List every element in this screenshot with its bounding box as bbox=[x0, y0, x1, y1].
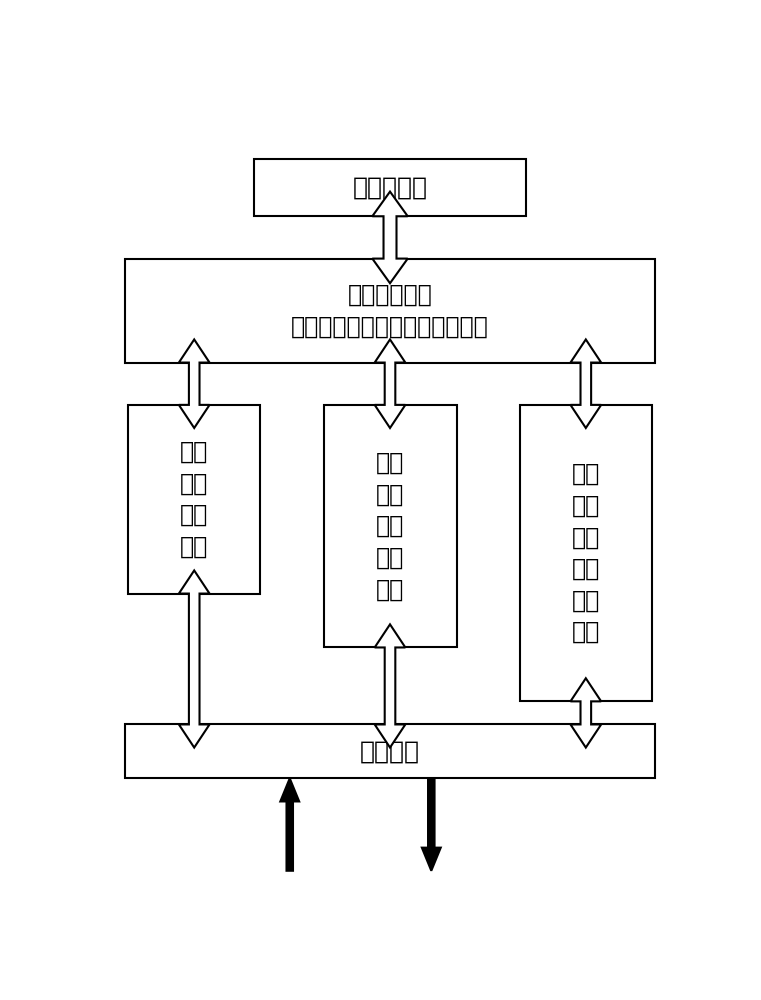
Bar bbox=[520, 405, 652, 701]
Text: 带电
频率
响应
测试
模块: 带电 频率 响应 测试 模块 bbox=[376, 451, 404, 601]
Text: 带电
误差
测试
模块: 带电 误差 测试 模块 bbox=[180, 440, 208, 559]
Polygon shape bbox=[280, 778, 299, 871]
Polygon shape bbox=[374, 624, 406, 748]
Bar bbox=[125, 259, 655, 363]
Polygon shape bbox=[422, 778, 441, 871]
Text: 显示、通信: 显示、通信 bbox=[352, 175, 428, 199]
Text: 中央处理单元
控制中心、运算中心、本地存储: 中央处理单元 控制中心、运算中心、本地存储 bbox=[291, 283, 489, 338]
Bar bbox=[128, 405, 260, 594]
Polygon shape bbox=[372, 192, 408, 283]
Text: 接口模块: 接口模块 bbox=[360, 739, 420, 763]
Polygon shape bbox=[179, 339, 209, 428]
Polygon shape bbox=[571, 339, 601, 428]
Bar bbox=[125, 724, 655, 778]
Bar bbox=[324, 405, 457, 647]
Bar bbox=[254, 158, 526, 216]
Polygon shape bbox=[374, 339, 406, 428]
Text: 带电
励磁
特性
曲线
测试
模块: 带电 励磁 特性 曲线 测试 模块 bbox=[572, 462, 600, 644]
Polygon shape bbox=[571, 678, 601, 748]
Polygon shape bbox=[179, 570, 209, 748]
